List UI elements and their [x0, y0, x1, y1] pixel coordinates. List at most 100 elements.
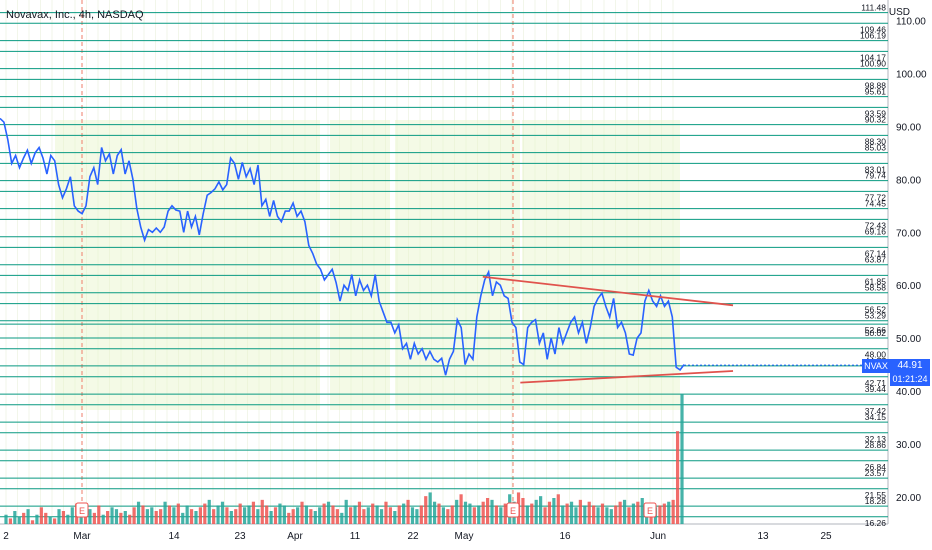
- volume-bar: [490, 499, 494, 524]
- x-tick-label: Apr: [287, 531, 303, 542]
- level-label: 58.58: [865, 283, 887, 293]
- volume-bar: [609, 509, 613, 524]
- level-label: 37.42: [865, 406, 887, 416]
- y-tick-label: 100.00: [896, 69, 927, 80]
- level-label: 111.48: [861, 3, 886, 13]
- volume-bar: [181, 512, 185, 524]
- volume-bar: [499, 507, 503, 524]
- volume-bar: [477, 505, 481, 524]
- volume-bar: [304, 505, 309, 524]
- volume-bar: [481, 501, 485, 524]
- volume-bar: [459, 494, 463, 524]
- x-tick-label: 2: [3, 531, 9, 542]
- volume-bar: [265, 505, 269, 524]
- current-price: 44.91: [897, 360, 923, 371]
- chart-title: Novavax, Inc., 4h, NASDAQ: [6, 9, 144, 21]
- x-tick-label: 13: [757, 531, 769, 542]
- volume-bar: [605, 507, 609, 524]
- volume-bar: [406, 499, 410, 524]
- volume-bar: [614, 505, 618, 524]
- earnings-marker: E: [647, 506, 653, 516]
- volume-bar: [128, 514, 132, 524]
- volume-bar: [132, 507, 136, 524]
- volume-bar: [384, 501, 388, 524]
- volume-bar: [163, 501, 167, 524]
- volume-bar: [349, 507, 353, 524]
- y-tick-label: 90.00: [896, 122, 921, 133]
- volume-bar: [141, 505, 145, 524]
- volume-bar: [543, 507, 547, 524]
- volume-bar: [44, 512, 48, 524]
- level-label: 26.84: [865, 462, 887, 472]
- volume-bar: [455, 499, 459, 524]
- volume-bar: [119, 512, 123, 524]
- level-label: 69.16: [865, 227, 887, 237]
- volume-bar: [366, 507, 370, 524]
- volume-bar: [17, 516, 21, 524]
- y-tick-label: 30.00: [896, 440, 921, 451]
- volume-bar: [353, 505, 357, 524]
- volume-bar: [269, 511, 273, 524]
- level-label: 85.03: [865, 143, 887, 153]
- volume-bar: [92, 512, 96, 524]
- volume-bar: [388, 507, 392, 524]
- level-label: 74.45: [865, 199, 887, 209]
- volume-bar: [556, 494, 560, 524]
- volume-bar: [150, 507, 154, 524]
- volume-bar: [600, 503, 605, 524]
- volume-bar: [216, 505, 220, 524]
- volume-bar: [596, 507, 600, 524]
- volume-bar: [437, 503, 441, 524]
- volume-bar: [410, 507, 415, 524]
- volume-bar: [22, 512, 26, 524]
- volume-bar: [35, 514, 39, 524]
- x-tick-label: 22: [407, 531, 419, 542]
- volume-bar: [569, 501, 574, 524]
- current-price-badge: 44.91 01:21:24: [890, 359, 930, 386]
- level-label: 104.17: [860, 52, 886, 62]
- volume-bar: [318, 507, 322, 524]
- volume-bar: [578, 499, 582, 524]
- level-label: 95.61: [865, 87, 887, 97]
- volume-bar: [291, 509, 295, 524]
- volume-bar: [296, 507, 300, 524]
- volume-bar: [172, 507, 176, 524]
- volume-bar: [565, 503, 569, 524]
- level-label: 21.55: [865, 490, 887, 500]
- volume-bar: [39, 507, 43, 524]
- volume-bar: [397, 505, 401, 524]
- level-label: 50.02: [865, 328, 887, 338]
- volume-bar: [587, 501, 591, 524]
- volume-bar: [225, 507, 229, 524]
- volume-bar: [441, 507, 446, 524]
- level-label: 106.19: [860, 31, 886, 41]
- volume-bar: [207, 499, 211, 524]
- volume-bar: [357, 501, 362, 524]
- volume-bar: [415, 509, 419, 524]
- volume-bar: [534, 499, 538, 524]
- volume-bar: [30, 520, 35, 524]
- level-label: 77.72: [865, 192, 887, 202]
- volume-bar: [176, 503, 180, 524]
- volume-bar: [48, 516, 52, 524]
- level-label: 109.46: [860, 24, 886, 34]
- level-label: 63.87: [865, 255, 887, 265]
- volume-bar: [574, 507, 578, 524]
- level-label: 39.44: [865, 384, 887, 394]
- volume-bar: [260, 499, 264, 524]
- volume-bar: [242, 507, 247, 524]
- volume-bar: [79, 512, 83, 524]
- volume-bar: [485, 498, 490, 524]
- volume-bar: [592, 505, 596, 524]
- level-label: 34.15: [865, 412, 887, 422]
- volume-bar: [494, 505, 499, 524]
- currency-label: USD: [888, 7, 910, 18]
- volume-bar: [154, 511, 158, 524]
- volume-bar: [189, 509, 194, 524]
- volume-bar: [450, 505, 454, 524]
- volume-bar: [194, 511, 198, 524]
- volume-bar: [8, 518, 13, 524]
- volume-bar: [618, 501, 622, 524]
- trendline: [520, 370, 734, 384]
